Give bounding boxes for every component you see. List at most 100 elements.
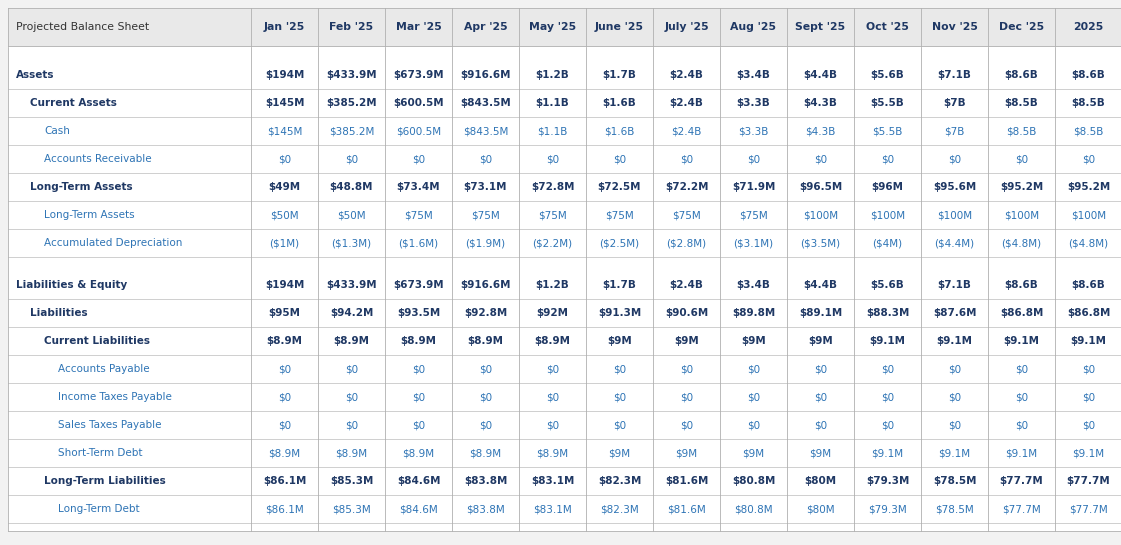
Text: $385.2M: $385.2M <box>328 126 374 136</box>
Text: $0: $0 <box>680 154 693 164</box>
Text: $2.4B: $2.4B <box>671 126 702 136</box>
Text: $86.1M: $86.1M <box>262 476 306 486</box>
Text: Current Assets: Current Assets <box>30 98 117 108</box>
Text: $8.5B: $8.5B <box>1073 126 1104 136</box>
Text: $3.3B: $3.3B <box>736 98 770 108</box>
Text: $0: $0 <box>814 420 827 430</box>
Text: ($2.8M): ($2.8M) <box>667 238 706 248</box>
Text: $916.6M: $916.6M <box>461 70 511 80</box>
Text: $9.1M: $9.1M <box>1073 448 1104 458</box>
Text: $9.1M: $9.1M <box>936 336 973 346</box>
Text: $0: $0 <box>948 420 961 430</box>
Text: $0: $0 <box>1015 420 1028 430</box>
Text: $100M: $100M <box>803 210 839 220</box>
Text: $0: $0 <box>345 420 358 430</box>
Text: $0: $0 <box>411 392 425 402</box>
Text: $0: $0 <box>479 364 492 374</box>
Text: $4.3B: $4.3B <box>805 126 835 136</box>
Text: Sept '25: Sept '25 <box>796 22 845 32</box>
Text: $916.6M: $916.6M <box>461 280 511 290</box>
Text: Feb '25: Feb '25 <box>330 22 373 32</box>
Text: $0: $0 <box>948 392 961 402</box>
Text: July '25: July '25 <box>664 22 708 32</box>
Text: $95.2M: $95.2M <box>1067 182 1110 192</box>
Text: $77.7M: $77.7M <box>1069 504 1108 514</box>
Text: Jan '25: Jan '25 <box>263 22 305 32</box>
Text: $0: $0 <box>814 392 827 402</box>
Text: ($4.8M): ($4.8M) <box>1068 238 1109 248</box>
Text: $1.1B: $1.1B <box>537 126 567 136</box>
Text: $96M: $96M <box>871 182 904 192</box>
Text: Nov '25: Nov '25 <box>932 22 978 32</box>
Text: $1.7B: $1.7B <box>603 280 637 290</box>
Text: $88.3M: $88.3M <box>865 308 909 318</box>
Text: $0: $0 <box>278 154 291 164</box>
Text: $673.9M: $673.9M <box>393 70 444 80</box>
Text: $0: $0 <box>278 420 291 430</box>
Text: $0: $0 <box>1015 392 1028 402</box>
Text: $50M: $50M <box>337 210 365 220</box>
Text: $8.9M: $8.9M <box>535 336 571 346</box>
Text: $81.6M: $81.6M <box>667 504 706 514</box>
Text: $0: $0 <box>680 392 693 402</box>
Text: $4.3B: $4.3B <box>804 98 837 108</box>
Text: $2.4B: $2.4B <box>669 280 704 290</box>
Text: $0: $0 <box>278 364 291 374</box>
Text: $85.3M: $85.3M <box>330 476 373 486</box>
Text: $95M: $95M <box>269 308 300 318</box>
Text: June '25: June '25 <box>595 22 643 32</box>
Text: $92.8M: $92.8M <box>464 308 507 318</box>
Text: $9.1M: $9.1M <box>871 448 904 458</box>
Text: $8.6B: $8.6B <box>1004 70 1038 80</box>
Text: $0: $0 <box>948 154 961 164</box>
Text: $100M: $100M <box>870 210 905 220</box>
Bar <box>8 8 1121 46</box>
Text: $95.6M: $95.6M <box>933 182 976 192</box>
Text: $78.5M: $78.5M <box>935 504 974 514</box>
Text: $80.8M: $80.8M <box>732 476 776 486</box>
Text: $79.3M: $79.3M <box>865 476 909 486</box>
Text: $8.9M: $8.9M <box>267 336 303 346</box>
Text: $8.9M: $8.9M <box>400 336 436 346</box>
Text: $83.1M: $83.1M <box>531 476 574 486</box>
Text: Dec '25: Dec '25 <box>999 22 1044 32</box>
Text: $84.6M: $84.6M <box>399 504 438 514</box>
Text: $86.8M: $86.8M <box>1067 308 1110 318</box>
Text: $8.9M: $8.9M <box>402 448 435 458</box>
Text: $0: $0 <box>881 364 895 374</box>
Text: $8.6B: $8.6B <box>1072 280 1105 290</box>
Text: $75M: $75M <box>673 210 701 220</box>
Text: Apr '25: Apr '25 <box>464 22 508 32</box>
Text: $8.9M: $8.9M <box>334 336 370 346</box>
Text: $3.3B: $3.3B <box>739 126 769 136</box>
Text: $100M: $100M <box>1071 210 1106 220</box>
Text: $0: $0 <box>479 392 492 402</box>
Text: $9.1M: $9.1M <box>938 448 971 458</box>
Text: Liabilities: Liabilities <box>30 308 87 318</box>
Text: $9.1M: $9.1M <box>870 336 906 346</box>
Text: $145M: $145M <box>267 126 303 136</box>
Text: $93.5M: $93.5M <box>397 308 441 318</box>
Text: $78.5M: $78.5M <box>933 476 976 486</box>
Text: $0: $0 <box>1082 154 1095 164</box>
Text: $7B: $7B <box>944 126 965 136</box>
Text: $194M: $194M <box>265 70 304 80</box>
Text: $0: $0 <box>1015 364 1028 374</box>
Text: $0: $0 <box>345 364 358 374</box>
Text: $0: $0 <box>546 392 559 402</box>
Text: $100M: $100M <box>1004 210 1039 220</box>
Text: Accumulated Depreciation: Accumulated Depreciation <box>44 238 183 248</box>
Text: $0: $0 <box>613 154 626 164</box>
Text: $91.3M: $91.3M <box>597 308 641 318</box>
Text: $77.7M: $77.7M <box>1002 504 1041 514</box>
Text: Mar '25: Mar '25 <box>396 22 442 32</box>
Text: $385.2M: $385.2M <box>326 98 377 108</box>
Text: $72.8M: $72.8M <box>530 182 574 192</box>
Text: Accounts Receivable: Accounts Receivable <box>44 154 151 164</box>
Text: $0: $0 <box>680 364 693 374</box>
Text: $843.5M: $843.5M <box>463 126 508 136</box>
Text: $2.4B: $2.4B <box>669 98 704 108</box>
Text: $9.1M: $9.1M <box>1003 336 1039 346</box>
Text: $0: $0 <box>1082 420 1095 430</box>
Text: $5.6B: $5.6B <box>871 70 905 80</box>
